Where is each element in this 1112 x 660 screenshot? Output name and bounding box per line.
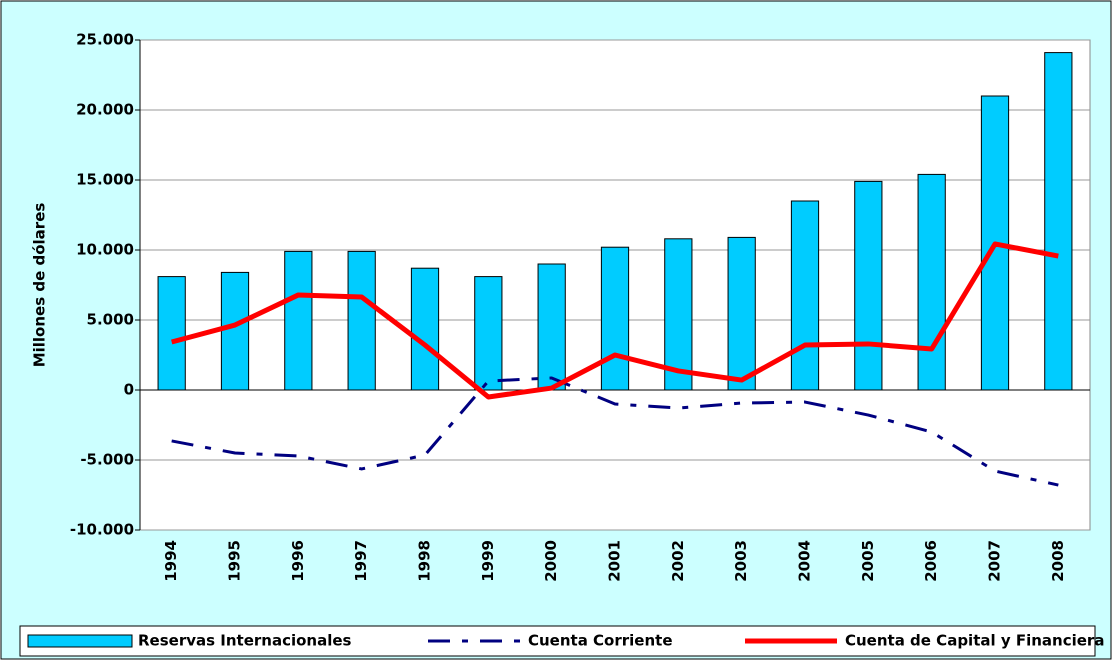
legend-box [19, 625, 1096, 657]
bar [284, 250, 313, 391]
y-tick-label: 10.000 [76, 241, 134, 259]
x-tick-label: 2000 [542, 540, 560, 582]
bar [1044, 52, 1073, 391]
x-tick-label: 1995 [226, 540, 244, 582]
x-tick-label: 2007 [986, 540, 1004, 582]
x-tick-label: 1999 [479, 540, 497, 582]
bar [347, 250, 376, 391]
bar [474, 276, 503, 391]
y-tick-label: 20.000 [76, 101, 134, 119]
x-tick-label: 1994 [162, 540, 180, 582]
x-tick-label: 2002 [669, 540, 687, 582]
x-tick-label: 2006 [922, 540, 940, 582]
x-tick-label: 2008 [1049, 540, 1067, 582]
x-tick-label: 2003 [732, 540, 750, 582]
bar [537, 263, 566, 391]
legend-swatch [27, 634, 133, 648]
y-tick-label: -5.000 [80, 451, 134, 469]
legend-label: Reservas Internacionales [138, 632, 352, 650]
bar [220, 271, 250, 391]
y-tick-label: 25.000 [76, 31, 134, 49]
y-tick-label: 15.000 [76, 171, 134, 189]
bar [664, 238, 693, 391]
bar [854, 180, 883, 391]
legend-label: Cuenta Corriente [528, 632, 673, 650]
bar [917, 173, 946, 391]
y-axis-label: Millones de dólares [31, 203, 49, 368]
x-tick-label: 1997 [352, 540, 370, 582]
x-tick-label: 2005 [859, 540, 877, 582]
bar [410, 267, 440, 391]
bar [727, 236, 756, 391]
bar [157, 276, 186, 391]
bar [790, 200, 820, 391]
y-tick-label: 5.000 [87, 311, 134, 329]
x-tick-label: 1996 [289, 540, 307, 582]
y-tick-label: -10.000 [70, 521, 134, 539]
y-tick-label: 0 [124, 381, 134, 399]
bar [600, 246, 630, 391]
x-tick-label: 2001 [606, 540, 624, 582]
x-tick-label: 2004 [796, 540, 814, 582]
legend-label: Cuenta de Capital y Financiera [845, 632, 1104, 650]
x-tick-label: 1998 [416, 540, 434, 582]
line-series [171, 376, 1059, 487]
line-series [171, 241, 1059, 400]
